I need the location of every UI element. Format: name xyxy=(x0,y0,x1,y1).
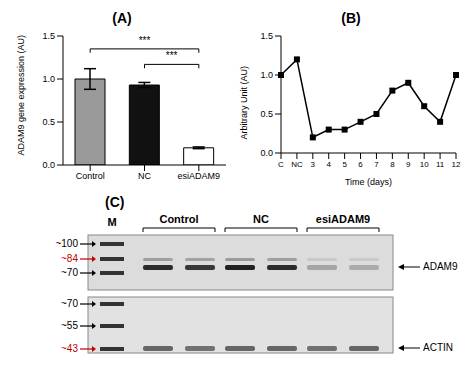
svg-text:1.5: 1.5 xyxy=(260,31,273,41)
svg-text:6: 6 xyxy=(358,160,363,169)
svg-text:0.5: 0.5 xyxy=(260,109,273,119)
svg-text:esiADAM9: esiADAM9 xyxy=(316,213,370,225)
svg-text:5: 5 xyxy=(342,160,347,169)
svg-text:ADAM9 gene expression (AU): ADAM9 gene expression (AU) xyxy=(16,35,26,156)
svg-text:~70: ~70 xyxy=(61,298,78,309)
svg-text:11: 11 xyxy=(436,160,445,169)
svg-text:4: 4 xyxy=(327,160,332,169)
svg-text:~70: ~70 xyxy=(61,267,78,278)
svg-text:~43: ~43 xyxy=(61,343,78,354)
svg-text:9: 9 xyxy=(406,160,411,169)
svg-text:C: C xyxy=(278,160,284,169)
svg-text:ADAM9: ADAM9 xyxy=(423,261,458,272)
html-text:(A): (A) xyxy=(112,10,132,26)
svg-text:esiADAM9: esiADAM9 xyxy=(178,171,221,181)
svg-text:(C): (C) xyxy=(105,194,124,210)
svg-text:7: 7 xyxy=(374,160,379,169)
svg-text:NC: NC xyxy=(291,160,303,169)
svg-text:3: 3 xyxy=(311,160,316,169)
svg-text:0.0: 0.0 xyxy=(42,160,55,170)
svg-text:~100: ~100 xyxy=(55,238,78,249)
html-text:(B): (B) xyxy=(341,10,361,26)
svg-text:12: 12 xyxy=(452,160,461,169)
svg-text:Control: Control xyxy=(159,213,198,225)
svg-text:~84: ~84 xyxy=(61,253,78,264)
svg-text:NC: NC xyxy=(253,213,269,225)
svg-text:0.5: 0.5 xyxy=(42,117,55,127)
svg-text:1.0: 1.0 xyxy=(42,74,55,84)
svg-text:Time (days): Time (days) xyxy=(345,177,392,187)
svg-text:1.5: 1.5 xyxy=(42,31,55,41)
svg-text:1.0: 1.0 xyxy=(260,70,273,80)
svg-text:ACTIN: ACTIN xyxy=(423,342,453,353)
svg-text:NC: NC xyxy=(138,171,151,181)
svg-text:Arbitrary Unit (AU): Arbitrary Unit (AU) xyxy=(239,66,249,140)
svg-text:~55: ~55 xyxy=(61,320,78,331)
svg-text:0.0: 0.0 xyxy=(260,148,273,158)
svg-text:M: M xyxy=(107,216,116,228)
svg-text:***: *** xyxy=(139,35,151,46)
svg-text:Control: Control xyxy=(76,171,105,181)
svg-text:***: *** xyxy=(166,50,178,61)
svg-text:8: 8 xyxy=(390,160,395,169)
svg-text:10: 10 xyxy=(420,160,429,169)
